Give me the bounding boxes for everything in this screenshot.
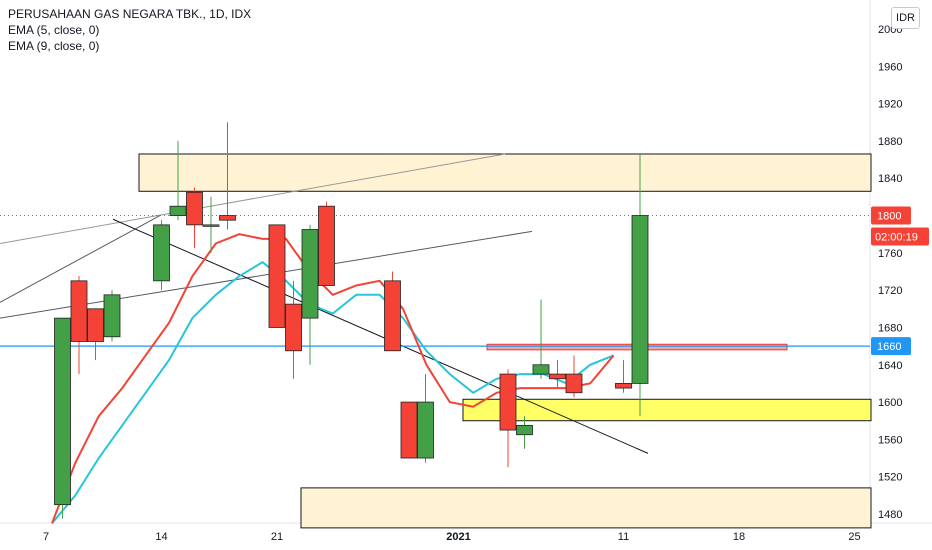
ema5-line	[51, 233, 615, 524]
time-tick-label: 2021	[446, 531, 470, 543]
candle-body	[516, 424, 533, 436]
candle-body	[549, 373, 566, 380]
price-tick-label: 1880	[878, 136, 902, 148]
level-price-label-bg	[871, 337, 911, 356]
last-price-label: 1800	[877, 211, 901, 223]
time-tick-label: 21	[271, 531, 283, 543]
time-tick-label: 14	[155, 531, 167, 543]
candle-body	[87, 308, 104, 342]
candle-body	[417, 401, 434, 459]
candle-body	[615, 383, 632, 389]
ema9-line	[51, 260, 614, 524]
candle-body	[219, 215, 236, 221]
candle-body	[384, 280, 401, 352]
candle-body	[54, 317, 71, 506]
resistance-zone	[138, 153, 872, 192]
price-tick-label: 1720	[878, 285, 902, 297]
trendline-channel	[0, 230, 533, 319]
candle-body	[565, 373, 583, 394]
candle-body	[631, 215, 649, 384]
trendline-down	[112, 218, 649, 454]
trendline-upper	[0, 153, 506, 245]
candle-body	[268, 224, 286, 328]
price-tick-label: 1760	[878, 248, 902, 260]
ema9-legend[interactable]: EMA (9, close, 0)	[8, 39, 100, 53]
candle-body	[318, 205, 335, 286]
candle-body	[301, 229, 319, 319]
candle-body	[285, 303, 302, 352]
candle-body	[103, 294, 121, 338]
time-tick-label: 18	[733, 531, 745, 543]
candle-body	[532, 364, 550, 375]
chart-legend: PERUSAHAAN GAS NEGARA TBK., 1D, IDX EMA …	[8, 6, 251, 54]
countdown-bg	[871, 227, 929, 246]
candle-body	[202, 224, 220, 227]
support-zone-yellow	[462, 398, 872, 422]
candle-body	[186, 191, 203, 226]
time-tick-label: 11	[618, 531, 629, 543]
currency-button[interactable]: IDR	[891, 7, 920, 29]
price-tick-label: 1560	[878, 434, 902, 446]
last-price-label-bg	[871, 206, 911, 225]
price-tick-label: 1600	[878, 397, 902, 409]
candle-body	[400, 401, 418, 459]
support-zone-lower	[300, 487, 872, 529]
candle-body	[153, 224, 170, 282]
price-tick-label: 1480	[878, 509, 902, 521]
candle-body	[70, 280, 88, 342]
candle-body	[169, 205, 187, 216]
price-tick-label: 1640	[878, 360, 902, 372]
time-tick-label: 7	[43, 531, 49, 543]
price-tick-label: 1960	[878, 61, 902, 73]
price-tick-label: 1680	[878, 322, 902, 334]
candle-body	[499, 373, 517, 431]
symbol-title[interactable]: PERUSAHAAN GAS NEGARA TBK., 1D, IDX	[8, 7, 252, 21]
ema5-legend[interactable]: EMA (5, close, 0)	[8, 23, 100, 37]
countdown-label: 02:00:19	[875, 232, 918, 244]
level-price-label: 1660	[877, 341, 901, 353]
trendline-steep	[0, 215, 161, 303]
price-tick-label: 1840	[878, 173, 902, 185]
time-tick-label: 25	[848, 531, 860, 543]
price-tick-label: 1520	[878, 472, 902, 484]
price-tick-label: 1920	[878, 99, 902, 111]
